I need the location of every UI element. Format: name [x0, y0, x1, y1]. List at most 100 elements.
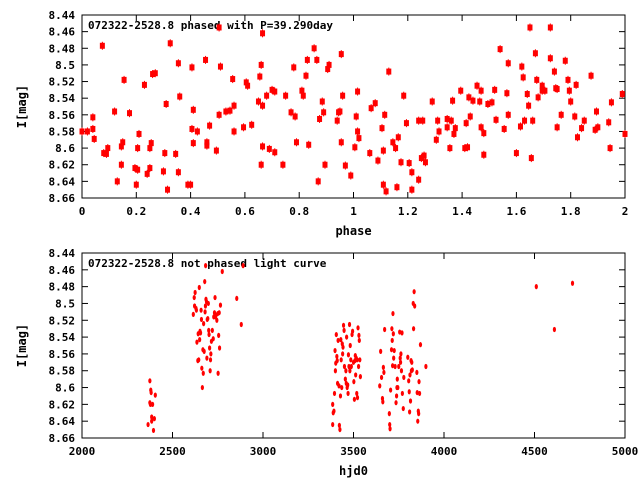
data-point — [189, 125, 195, 132]
data-point — [266, 145, 272, 152]
data-point — [338, 393, 343, 399]
data-point — [410, 359, 414, 365]
data-point — [390, 363, 395, 369]
data-point — [344, 368, 348, 374]
data-point — [216, 24, 222, 31]
data-point — [160, 168, 166, 175]
data-point — [321, 109, 327, 116]
data-point — [167, 40, 173, 47]
data-point — [478, 87, 484, 94]
data-point — [505, 60, 511, 67]
data-point — [526, 102, 532, 109]
x-tick-label: 0.2 — [126, 205, 146, 218]
data-point — [572, 113, 578, 120]
data-point — [513, 150, 519, 157]
data-point — [201, 370, 205, 376]
data-point — [255, 98, 261, 105]
data-point — [348, 368, 352, 374]
data-point — [211, 336, 215, 342]
data-point — [417, 411, 421, 417]
data-point — [607, 145, 613, 152]
data-point — [389, 347, 394, 353]
data-point — [409, 186, 415, 193]
y-axis-label: I[mag] — [15, 85, 29, 128]
data-point — [322, 161, 328, 168]
data-point — [554, 86, 560, 93]
data-point — [356, 135, 362, 142]
data-point — [433, 136, 439, 143]
data-point — [375, 157, 381, 164]
data-point — [231, 128, 237, 135]
data-point — [406, 160, 412, 167]
data-point — [337, 108, 343, 115]
y-tick-label: 8.44 — [49, 247, 76, 260]
data-point — [148, 378, 152, 384]
data-point — [175, 60, 181, 67]
data-point — [192, 294, 196, 301]
data-point — [198, 330, 203, 336]
data-point — [458, 87, 464, 94]
data-point — [213, 147, 219, 154]
data-point — [588, 72, 594, 79]
data-point — [402, 374, 406, 381]
data-point — [311, 45, 317, 52]
data-point — [304, 56, 310, 63]
y-axis-label: I[mag] — [15, 324, 29, 367]
y-tick-label: 8.66 — [49, 432, 76, 445]
data-point — [347, 363, 351, 370]
x-tick-label: 0.8 — [289, 205, 309, 218]
data-point — [389, 387, 393, 393]
data-point — [399, 368, 404, 374]
data-point — [147, 145, 153, 152]
data-point — [470, 97, 476, 104]
data-point — [338, 426, 342, 433]
data-point — [338, 139, 344, 146]
data-point — [235, 295, 239, 302]
data-point — [568, 98, 574, 105]
data-point — [356, 363, 361, 370]
x-tick-label: 2500 — [159, 445, 186, 458]
data-point — [198, 337, 202, 343]
data-point — [199, 316, 204, 323]
data-point — [197, 284, 201, 291]
data-point — [292, 113, 298, 120]
data-point — [357, 337, 361, 344]
data-point — [394, 184, 400, 191]
data-point — [383, 326, 387, 333]
data-point — [347, 321, 352, 328]
data-point — [90, 125, 96, 132]
data-point — [403, 120, 409, 127]
data-point — [534, 76, 540, 83]
data-point — [383, 188, 389, 195]
data-point — [450, 97, 456, 104]
data-point — [99, 42, 105, 49]
x-tick-label: 5000 — [612, 445, 639, 458]
data-point — [334, 331, 338, 338]
data-point — [418, 342, 423, 348]
data-point — [90, 114, 96, 121]
data-points — [146, 263, 575, 434]
data-point — [341, 351, 345, 357]
data-point — [189, 64, 195, 71]
data-point — [358, 357, 362, 363]
y-tick-label: 8.48 — [49, 281, 76, 294]
data-point — [208, 357, 213, 363]
data-point — [535, 94, 541, 101]
data-point — [558, 111, 564, 118]
data-point — [243, 79, 249, 86]
data-point — [101, 150, 107, 157]
data-point — [241, 263, 245, 269]
data-point — [231, 102, 237, 109]
data-point — [378, 383, 382, 389]
data-point — [520, 74, 526, 81]
data-point — [336, 337, 340, 344]
data-point — [391, 310, 395, 317]
data-point — [331, 401, 335, 407]
data-point — [421, 152, 427, 159]
data-point — [478, 124, 484, 131]
data-point — [463, 120, 469, 127]
data-point — [393, 145, 399, 152]
data-point — [118, 161, 124, 168]
x-tick-label: 0.4 — [181, 205, 201, 218]
data-point — [381, 399, 385, 405]
